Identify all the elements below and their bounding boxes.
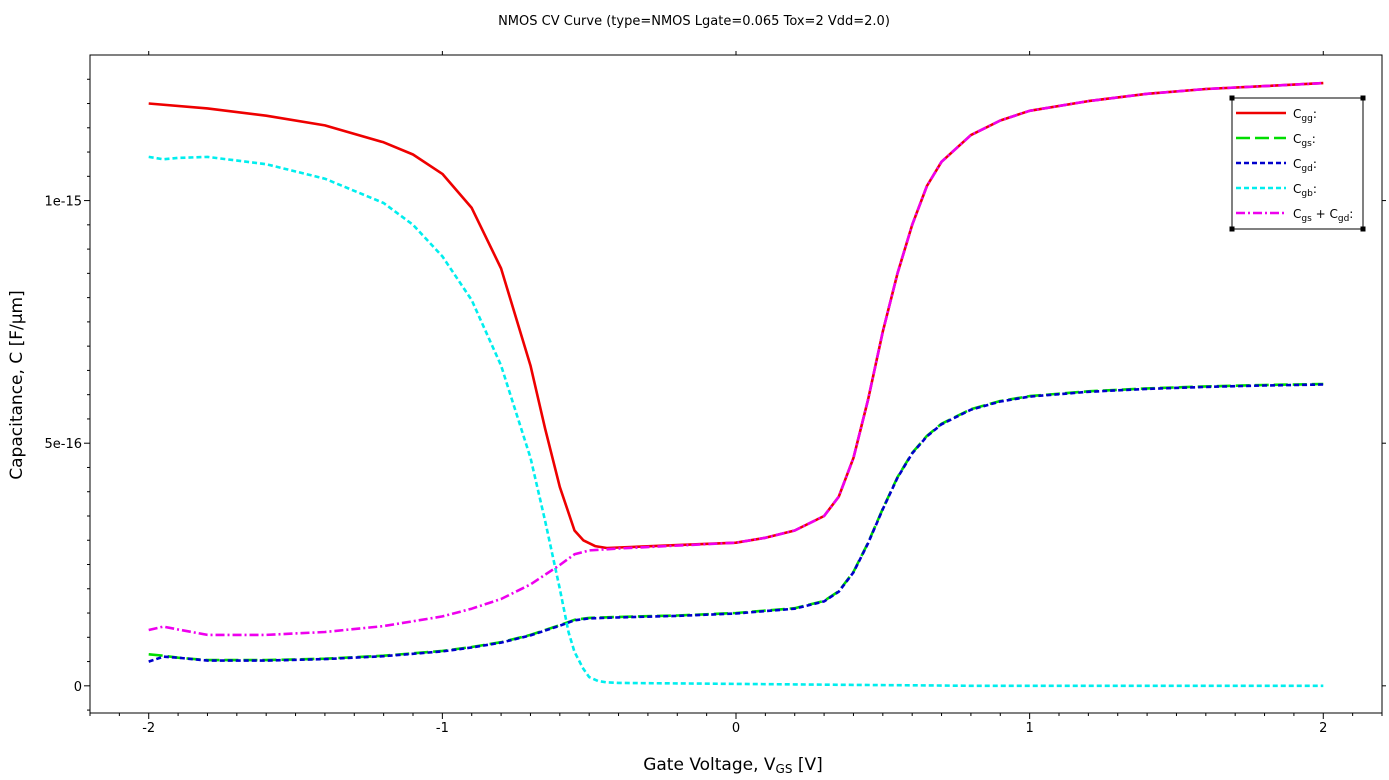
series-line-gb bbox=[148, 155, 1324, 688]
x-tick-label: 0 bbox=[732, 721, 740, 736]
x-axis-label-main: Gate Voltage, V bbox=[643, 755, 776, 775]
y-tick-label: 1e-15 bbox=[44, 195, 82, 210]
series-line-gd bbox=[148, 383, 1324, 663]
y-axis: 0 5e-16 1e-15 bbox=[44, 78, 1386, 711]
x-axis-label: Gate Voltage, VGS [V] bbox=[643, 755, 823, 776]
y-axis-label: Capacitance, C [F/μm] bbox=[7, 290, 27, 479]
chart-title: NMOS CV Curve (type=NMOS Lgate=0.065 Tox… bbox=[498, 14, 890, 29]
legend-corner-handle bbox=[1360, 226, 1366, 232]
legend-label-gs: Cgs: bbox=[1293, 132, 1316, 149]
legend-corner-handle bbox=[1229, 226, 1235, 232]
x-tick-label: 1 bbox=[1025, 721, 1033, 736]
y-tick-label: 0 bbox=[74, 680, 82, 695]
y-tick-label: 5e-16 bbox=[44, 437, 82, 452]
legend-label-gs-plus-gd: Cgs + Cgd: bbox=[1293, 207, 1353, 224]
x-tick-label: 2 bbox=[1319, 721, 1327, 736]
legend-label-gd: Cgd: bbox=[1293, 157, 1317, 174]
series-line-gs-plus-gd bbox=[148, 81, 1324, 637]
x-axis-label-unit: [V] bbox=[792, 755, 822, 775]
x-tick-label: -1 bbox=[436, 721, 449, 736]
x-axis: -2 -1 0 1 2 bbox=[89, 51, 1383, 736]
x-tick-label: -2 bbox=[142, 721, 155, 736]
legend: Cgg: Cgs: Cgd: Cgb: Cgs + Cgd: bbox=[1229, 95, 1366, 232]
series-layer bbox=[148, 81, 1324, 688]
x-axis-label-sub: GS bbox=[776, 762, 793, 776]
legend-label-gg: Cgg: bbox=[1293, 107, 1317, 124]
legend-label-gb: Cgb: bbox=[1293, 182, 1317, 199]
series-line-gg bbox=[148, 81, 1324, 550]
legend-corner-handle bbox=[1229, 95, 1235, 101]
legend-corner-handle bbox=[1360, 95, 1366, 101]
series-line-gs bbox=[148, 382, 1324, 662]
